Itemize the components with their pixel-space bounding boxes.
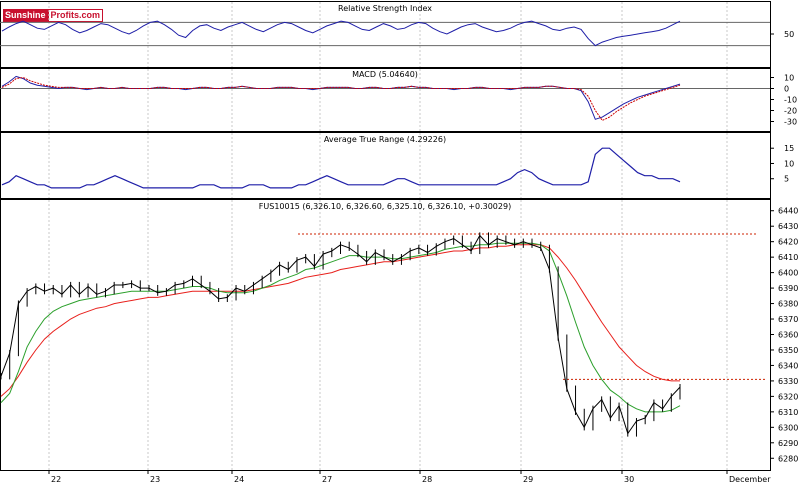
price-y-tick-label: 6380 (778, 300, 798, 309)
panel-frame (0, 132, 771, 199)
panel-frame (0, 199, 771, 471)
macd-y-tick-label: -10 (784, 96, 797, 105)
x-axis-tick-label: 28 (422, 475, 432, 484)
price-title: FUS10015 (6,326.10, 6,326.60, 6,325.10, … (259, 202, 511, 211)
price-y-tick-label: 6370 (778, 315, 798, 324)
x-axis-tick-label: 24 (234, 475, 244, 484)
logo-part-2: Profits.com (47, 9, 104, 22)
macd-line (1, 75, 681, 120)
sunshine-profits-logo: Sunshine Profits.com (3, 9, 104, 22)
price-y-tick-label: 6300 (778, 423, 798, 432)
x-axis-tick-label: December (729, 475, 771, 484)
rsi-y-tick-label: 50 (784, 30, 794, 39)
x-axis-tick-label: 22 (51, 475, 61, 484)
x-axis-tick-label: 30 (624, 475, 634, 484)
atr-y-tick-label: 15 (784, 144, 794, 153)
rsi-title: Relative Strength Index (338, 4, 432, 13)
atr-y-tick-label: 5 (784, 175, 789, 184)
x-axis-tick-label: 23 (150, 475, 160, 484)
rsi-line (1, 20, 681, 47)
atr-y-tick-label: 10 (784, 159, 794, 168)
moving-average-fast-line (0, 242, 681, 413)
macd-y-tick-label: 0 (784, 85, 789, 94)
x-axis-tick-label: 29 (523, 475, 533, 484)
price-y-tick-label: 6350 (778, 346, 798, 355)
price-y-tick-label: 6310 (778, 408, 798, 417)
price-y-tick-label: 6290 (778, 439, 798, 448)
price-y-tick-label: 6340 (778, 361, 798, 370)
atr-line (1, 147, 681, 189)
price-y-tick-label: 6410 (778, 253, 798, 262)
price-y-tick-label: 6360 (778, 331, 798, 340)
macd-signal-line (1, 76, 681, 122)
macd-y-tick-label: 10 (784, 74, 794, 83)
price-y-tick-label: 6430 (778, 222, 798, 231)
price-y-tick-label: 6330 (778, 377, 798, 386)
price-y-tick-label: 6280 (778, 454, 798, 463)
atr-title: Average True Range (4.29226) (324, 135, 446, 144)
price-y-tick-label: 6400 (778, 269, 798, 278)
price-y-tick-label: 6440 (778, 207, 798, 216)
price-line (0, 234, 681, 435)
macd-y-tick-label: -30 (784, 118, 797, 127)
x-axis-tick-label: 27 (322, 475, 332, 484)
logo-part-1: Sunshine (3, 9, 48, 22)
moving-average-slow-line (0, 244, 680, 397)
macd-y-tick-label: -20 (784, 107, 797, 116)
macd-title: MACD (5.04640) (352, 70, 418, 79)
price-y-tick-label: 6420 (778, 238, 798, 247)
price-y-tick-label: 6390 (778, 284, 798, 293)
price-y-tick-label: 6320 (778, 392, 798, 401)
